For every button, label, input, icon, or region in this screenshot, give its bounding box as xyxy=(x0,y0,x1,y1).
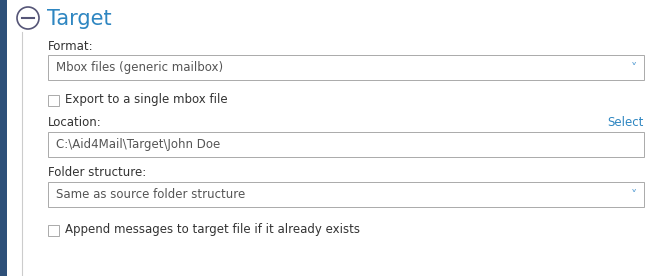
Text: Mbox files (generic mailbox): Mbox files (generic mailbox) xyxy=(56,61,223,74)
Text: ˅: ˅ xyxy=(631,189,637,202)
Text: ˅: ˅ xyxy=(631,62,637,75)
Bar xyxy=(48,182,644,207)
Text: Folder structure:: Folder structure: xyxy=(48,166,146,179)
Text: C:\Aid4Mail\Target\John Doe: C:\Aid4Mail\Target\John Doe xyxy=(56,138,220,151)
Text: Export to a single mbox file: Export to a single mbox file xyxy=(65,94,228,107)
Text: Format:: Format: xyxy=(48,39,94,52)
Text: Location:: Location: xyxy=(48,115,102,129)
Text: Select: Select xyxy=(607,115,644,129)
Bar xyxy=(48,132,644,157)
Bar xyxy=(48,55,644,80)
Bar xyxy=(48,224,59,235)
Bar xyxy=(0,0,7,276)
Bar xyxy=(48,94,59,105)
Text: Target: Target xyxy=(47,9,112,29)
Text: Same as source folder structure: Same as source folder structure xyxy=(56,188,245,201)
Text: Append messages to target file if it already exists: Append messages to target file if it alr… xyxy=(65,224,360,237)
